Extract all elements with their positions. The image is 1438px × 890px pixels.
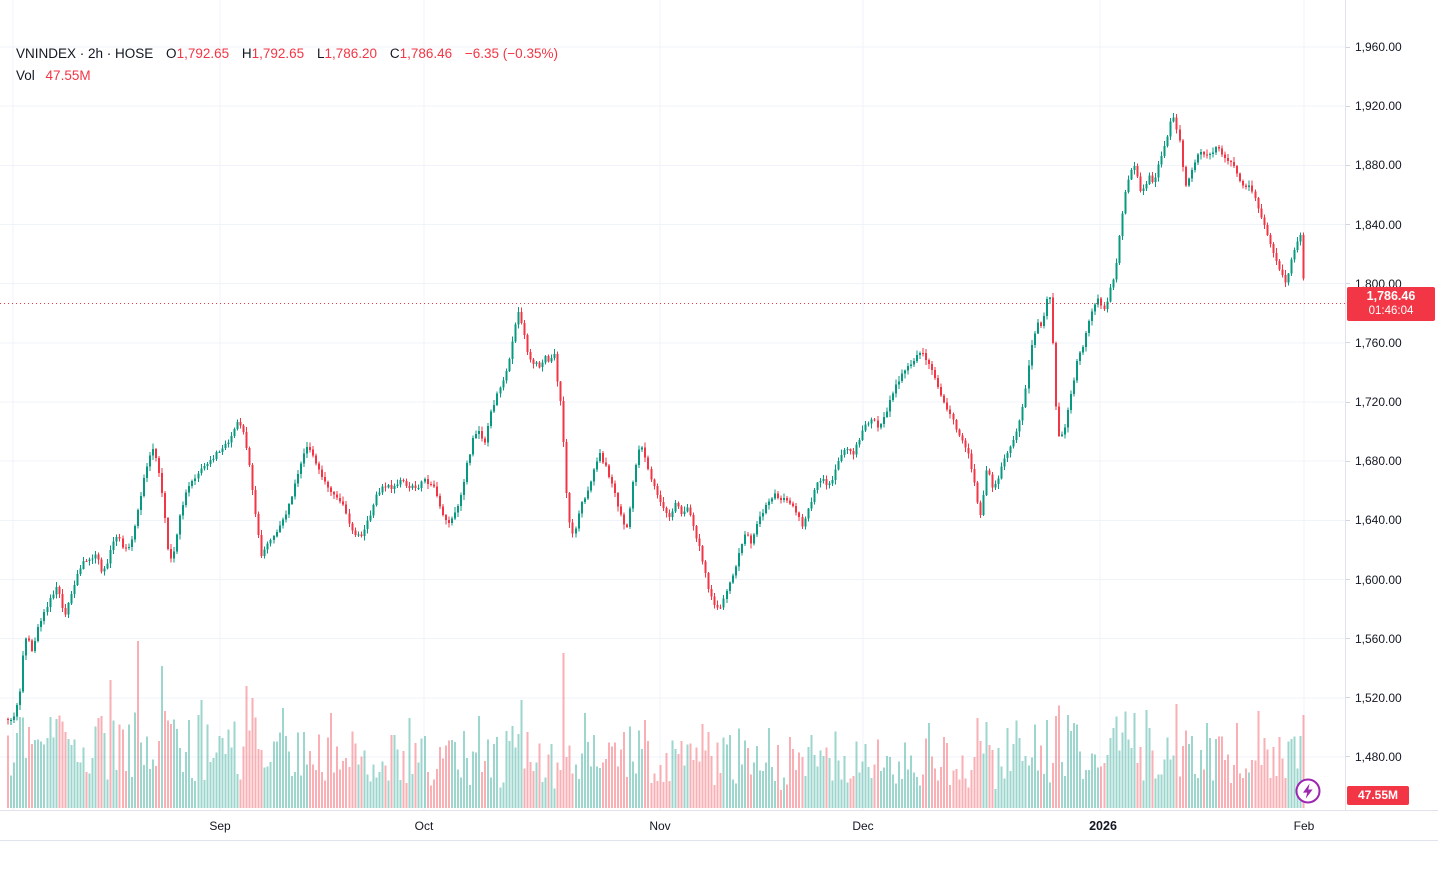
price-tick-mark — [1346, 697, 1350, 699]
time-axis-label-sep: Sep — [209, 818, 231, 833]
price-tick-mark — [1346, 46, 1350, 48]
change-value: −6.35 (−0.35%) — [464, 46, 558, 61]
legend-row-main: VNINDEX · 2h · HOSE O1,792.65 H1,792.65 … — [16, 45, 558, 62]
time-axis-label-nov: Nov — [649, 818, 671, 833]
price-tick-label: 1,560.00 — [1355, 631, 1402, 646]
bar-countdown: 01:46:04 — [1368, 304, 1414, 317]
time-axis[interactable]: Sep Oct Nov Dec 2026 Feb — [0, 810, 1438, 841]
last-price-badge: 1,786.46 01:46:04 — [1347, 286, 1435, 321]
ohlc-open: O1,792.65 — [166, 46, 230, 61]
time-axis-label-2026: 2026 — [1089, 818, 1117, 833]
time-axis-label-feb: Feb — [1293, 818, 1315, 833]
volume-value: 47.55M — [45, 68, 91, 83]
price-tick-label: 1,680.00 — [1355, 454, 1402, 469]
price-chart-pane[interactable]: VNINDEX · 2h · HOSE O1,792.65 H1,792.65 … — [0, 0, 1345, 810]
time-axis-label-oct: Oct — [414, 818, 434, 833]
price-tick-mark — [1346, 342, 1350, 344]
price-axis[interactable]: 1,960.00 1,920.00 1,880.00 1,840.00 1,800.00… — [1346, 0, 1438, 841]
symbol-title[interactable]: VNINDEX · 2h · HOSE — [16, 46, 154, 61]
volume-badge: 47.55M — [1347, 786, 1409, 805]
price-tick-mark — [1346, 756, 1350, 758]
price-tick-mark — [1346, 638, 1350, 640]
price-tick-mark — [1346, 579, 1350, 580]
price-tick-mark — [1346, 283, 1350, 285]
ohlc-close: C1,786.46 — [389, 46, 453, 61]
volume-label[interactable]: Vol — [16, 68, 35, 83]
price-scale-separator — [1345, 0, 1346, 841]
symbol-legend: VNINDEX · 2h · HOSE O1,792.65 H1,792.65 … — [16, 45, 558, 84]
price-tick-mark — [1346, 401, 1350, 403]
ohlc-high: H1,792.65 — [241, 46, 305, 61]
price-tick-label: 1,920.00 — [1355, 99, 1402, 114]
time-axis-label-dec: Dec — [852, 818, 874, 833]
grid-layer — [0, 0, 1345, 810]
legend-row-volume: Vol 47.55M — [16, 67, 558, 84]
ohlc-low: L1,786.20 — [316, 46, 378, 61]
price-tick-label: 1,960.00 — [1355, 40, 1402, 55]
last-price-value: 1,786.46 — [1366, 288, 1416, 303]
price-tick-mark — [1346, 460, 1350, 462]
candles-layer — [7, 113, 1305, 725]
price-tick-label: 1,480.00 — [1355, 749, 1402, 764]
price-tick-label: 1,600.00 — [1355, 572, 1402, 587]
price-tick-label: 1,840.00 — [1355, 217, 1402, 232]
price-tick-label: 1,520.00 — [1355, 690, 1402, 705]
price-tick-label: 1,760.00 — [1355, 335, 1402, 350]
price-tick-label: 1,720.00 — [1355, 395, 1402, 410]
price-tick-mark — [1346, 164, 1350, 166]
volume-layer — [7, 641, 1305, 808]
price-tick-mark — [1346, 519, 1350, 521]
price-tick-label: 1,640.00 — [1355, 513, 1402, 528]
candlestick-chart-canvas[interactable] — [0, 0, 1345, 810]
lightning-icon[interactable] — [1294, 777, 1322, 805]
price-tick-label: 1,880.00 — [1355, 158, 1402, 173]
price-tick-mark — [1346, 105, 1350, 107]
price-tick-mark — [1346, 224, 1350, 226]
